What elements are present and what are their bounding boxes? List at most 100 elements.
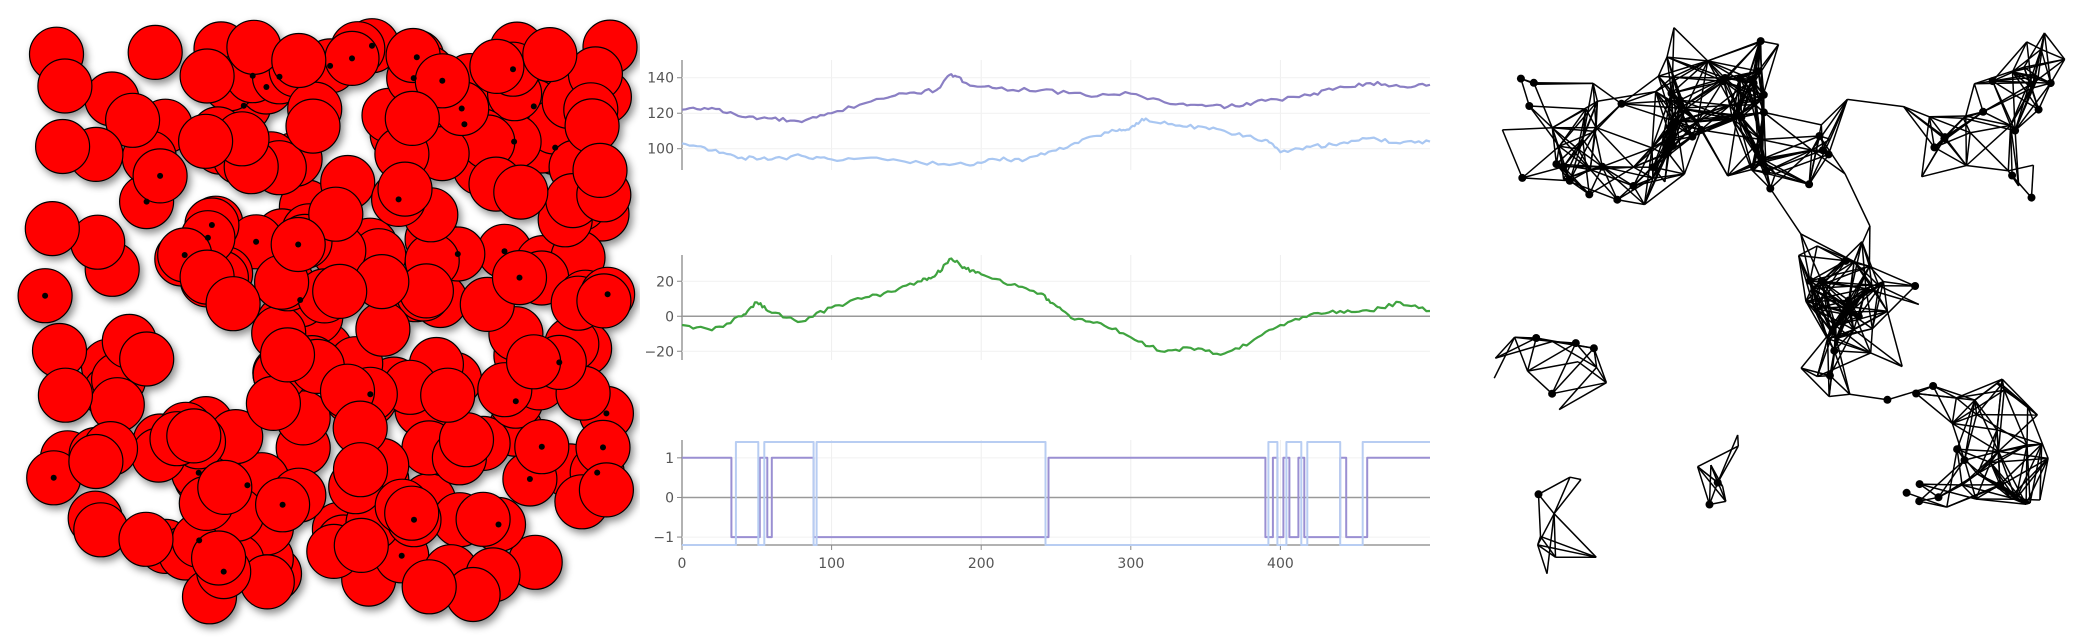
- x-tick-label: 0: [678, 556, 687, 572]
- graph-node: [1855, 313, 1863, 321]
- network-graph: [1440, 0, 2100, 639]
- graph-node: [1825, 150, 1833, 158]
- graph-node: [2008, 172, 2016, 180]
- graph-node: [1830, 347, 1838, 355]
- graph-node: [2028, 194, 2036, 202]
- center-dot: [399, 553, 405, 559]
- graph-edge: [1871, 329, 1873, 353]
- graph-node: [1805, 180, 1813, 188]
- graph-node: [1757, 159, 1765, 167]
- chart-2: 200−20: [644, 255, 1430, 360]
- graph-node: [1816, 132, 1824, 140]
- graph-edge: [1849, 311, 1888, 312]
- graph-edge: [1515, 337, 1528, 371]
- center-dot: [42, 293, 48, 299]
- red-circle: [313, 264, 367, 318]
- graph-node: [1912, 390, 1920, 398]
- graph-edge: [1528, 371, 1553, 394]
- center-dot: [527, 476, 533, 482]
- red-circle: [421, 368, 475, 422]
- y-tick-label: 0: [665, 490, 674, 506]
- center-dot: [517, 275, 523, 281]
- center-dot: [250, 73, 256, 79]
- y-tick-label: −1: [653, 530, 674, 546]
- graph-node: [1525, 102, 1533, 110]
- red-circle: [385, 91, 439, 145]
- graph-node: [1736, 75, 1744, 83]
- graph-edge: [1916, 394, 1952, 424]
- graph-node: [1941, 133, 1949, 141]
- graph-edge: [1596, 128, 1652, 148]
- graph-node: [1818, 277, 1826, 285]
- red-circle: [286, 99, 340, 153]
- center-dot: [510, 66, 516, 72]
- center-dot: [411, 517, 417, 523]
- red-circle: [128, 25, 182, 79]
- graph-edge: [1522, 178, 1570, 181]
- graph-edge: [1710, 465, 1711, 504]
- center-dot: [295, 242, 301, 248]
- center-dot: [511, 139, 517, 145]
- circle-packing-panel: [0, 0, 640, 639]
- graph-node: [1706, 501, 1714, 509]
- center-dot: [297, 297, 303, 303]
- center-dot: [603, 410, 609, 416]
- graph-edge: [1554, 514, 1596, 558]
- center-dot: [455, 251, 461, 257]
- red-circle: [120, 332, 174, 386]
- y-tick-label: 20: [656, 274, 674, 290]
- graph-edge: [1817, 339, 1827, 377]
- graph-edge: [2002, 379, 2003, 384]
- series-line: [682, 259, 1430, 355]
- graph-node: [1760, 108, 1768, 116]
- graph-node: [1935, 493, 1943, 501]
- graph-edge: [1847, 99, 1903, 106]
- graph-node: [1697, 126, 1705, 134]
- graph-node: [1669, 142, 1677, 150]
- red-circle: [573, 143, 627, 197]
- graph-node: [1518, 174, 1526, 182]
- graph-node: [1552, 160, 1560, 168]
- red-circle: [334, 443, 388, 497]
- center-dot: [531, 103, 537, 109]
- red-circle: [38, 59, 92, 113]
- graph-edge: [1529, 106, 1586, 109]
- center-dot: [411, 75, 417, 81]
- graph-node: [1760, 91, 1768, 99]
- graph-edge: [1570, 477, 1581, 479]
- graph-edge: [1966, 166, 2008, 171]
- graph-edge: [1922, 166, 1967, 177]
- graph-edge: [1539, 477, 1571, 494]
- center-dot: [144, 199, 150, 205]
- graph-node: [2011, 127, 2019, 135]
- red-circle: [334, 518, 388, 572]
- graph-node: [1915, 497, 1923, 505]
- graph-node: [1979, 108, 1987, 116]
- center-dot: [513, 398, 519, 404]
- graph-edge: [1922, 117, 1930, 177]
- graph-node: [1989, 77, 1997, 85]
- center-dot: [196, 470, 202, 476]
- graph-node: [1903, 489, 1911, 497]
- x-tick-label: 200: [968, 556, 995, 572]
- graph-node: [1842, 257, 1850, 265]
- red-circle: [356, 302, 410, 356]
- graph-node: [1664, 149, 1672, 157]
- graph-node: [1714, 479, 1722, 487]
- series-line: [682, 119, 1430, 166]
- center-dot: [182, 252, 188, 258]
- center-dot: [369, 43, 375, 49]
- graph-node: [1688, 133, 1696, 141]
- center-dot: [280, 502, 286, 508]
- red-circle: [385, 486, 439, 540]
- graph-node: [1517, 75, 1525, 83]
- red-circle: [378, 162, 432, 216]
- graph-edge: [1998, 390, 2004, 451]
- graph-node: [1738, 113, 1746, 121]
- center-dot: [277, 74, 283, 80]
- center-dot: [209, 222, 215, 228]
- red-circle: [69, 435, 123, 489]
- red-circle: [579, 463, 633, 517]
- graph-node: [1590, 344, 1598, 352]
